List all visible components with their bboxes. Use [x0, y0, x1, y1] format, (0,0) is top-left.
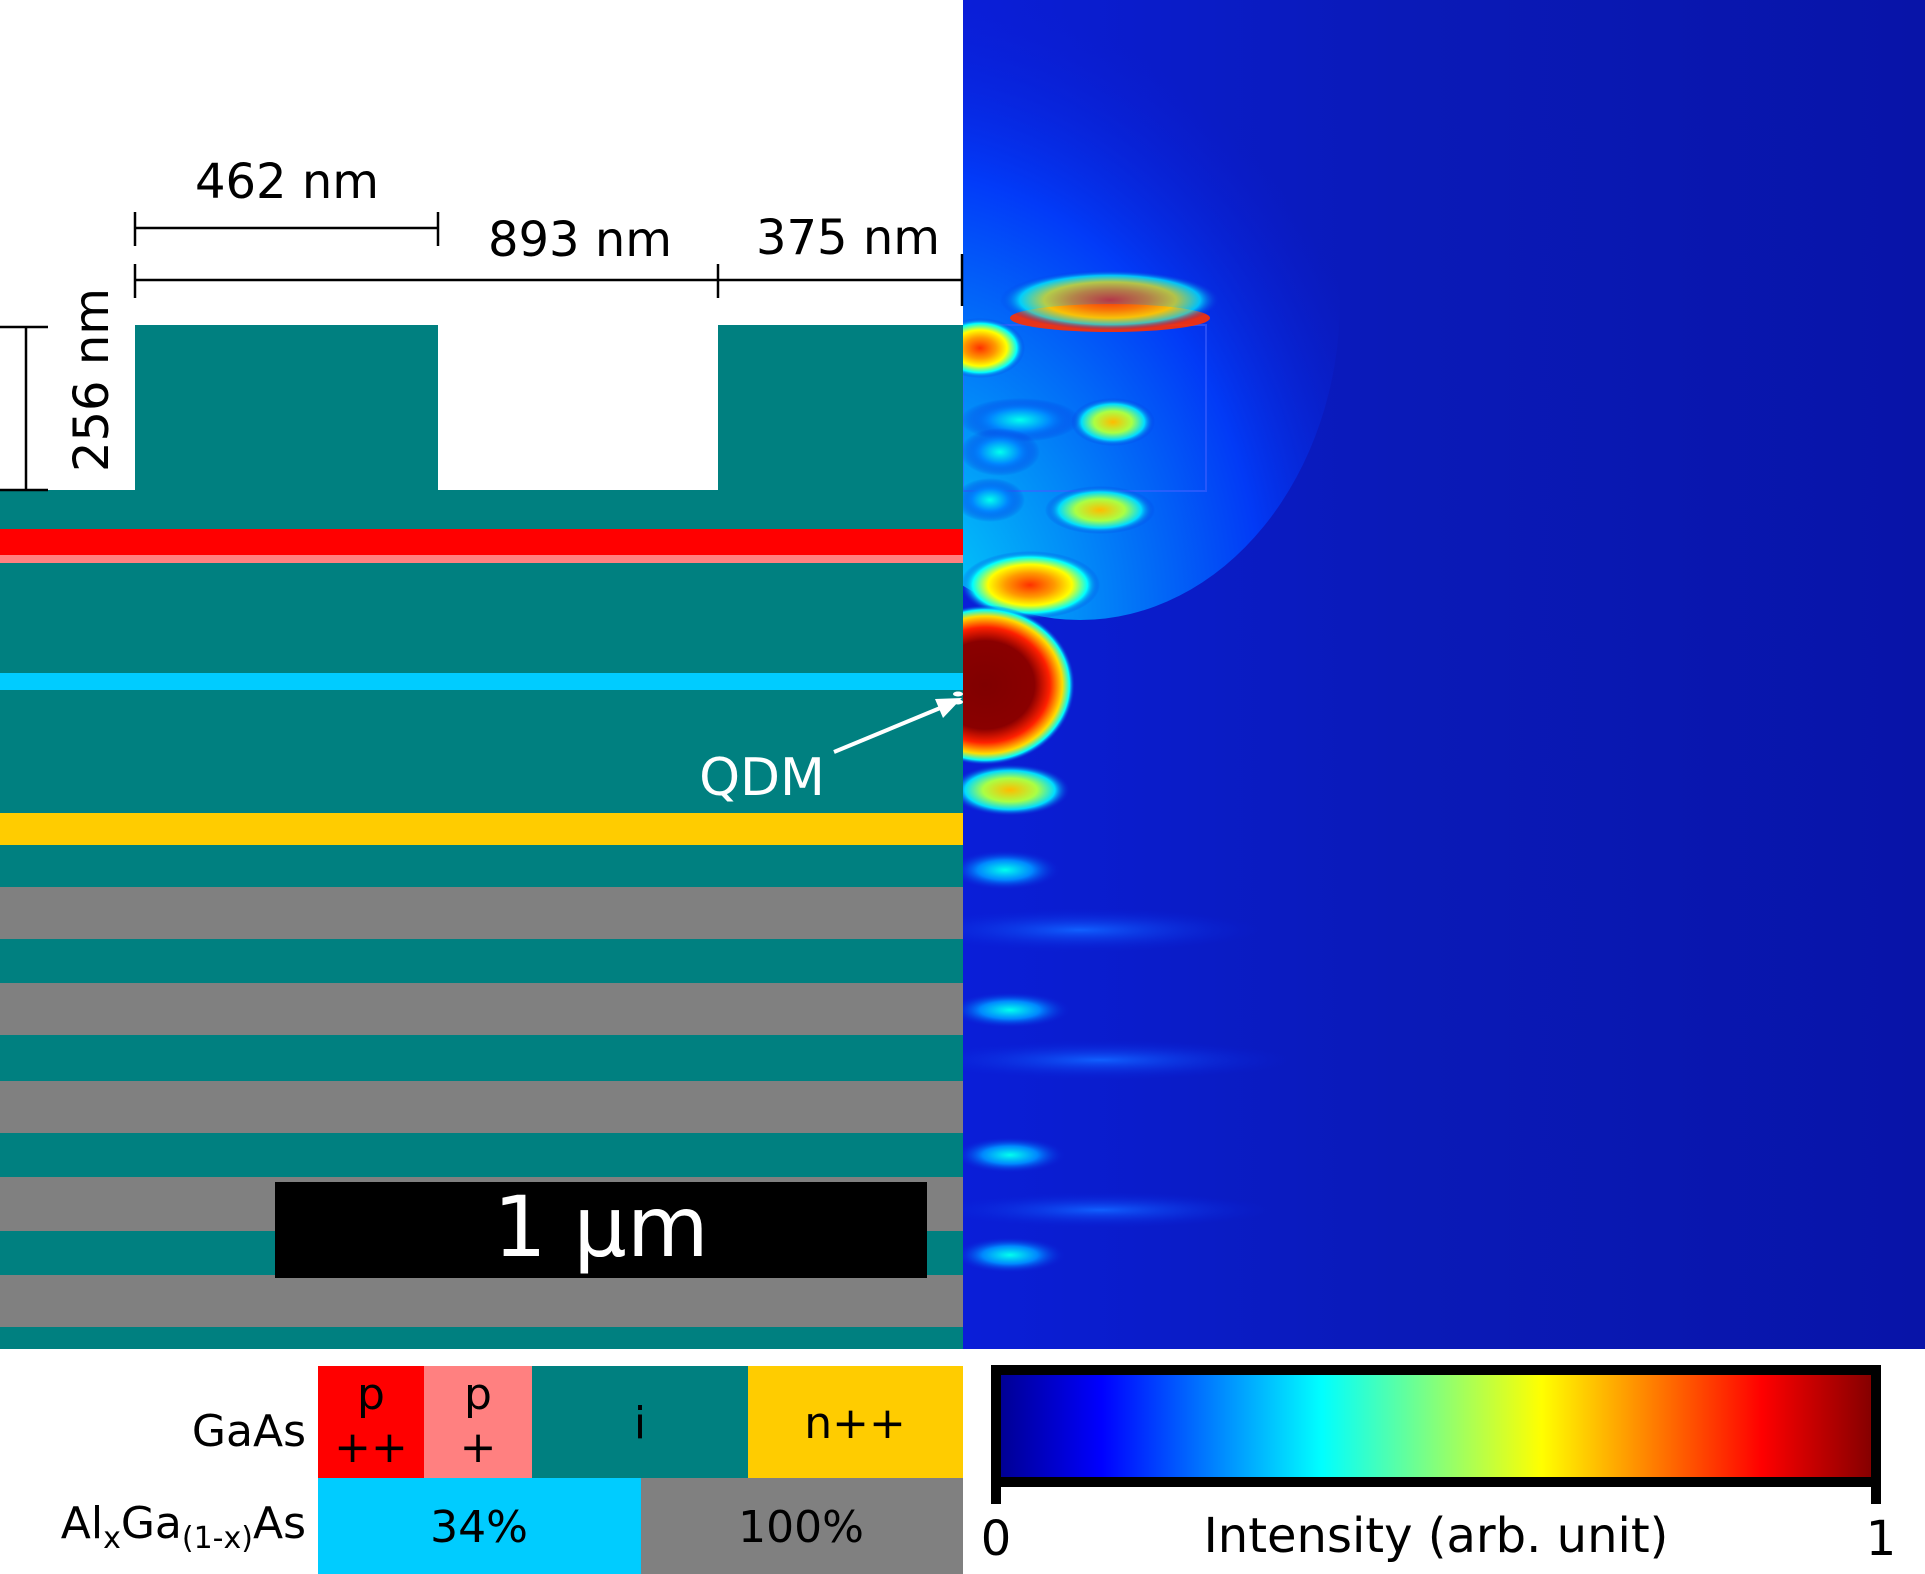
legend-cell-p-plus-plus: [318, 1366, 424, 1478]
layer-intrinsic-upper: [0, 563, 963, 673]
colorbar-max-label: 1: [1866, 1511, 1897, 1567]
legend-cell-p-plus-plus-line1: p: [357, 1369, 385, 1420]
qdm-dot-1: [953, 691, 963, 697]
layer-dbr-gaas-2: [0, 939, 963, 983]
layer-n-plus-plus: [0, 813, 963, 845]
dimension-annotations: [0, 212, 964, 492]
field-hotspot-qdm: [963, 605, 1075, 765]
layer-algaas-34-barrier: [0, 673, 963, 690]
qdm-arrow: [833, 698, 962, 754]
dim-edge-width: 375 nm: [756, 210, 940, 266]
legend-cell-algaas-100-label: 100%: [738, 1502, 864, 1553]
legend-cell-n-plus-plus-label: n++: [804, 1398, 906, 1449]
field-lobe-6: [963, 478, 1025, 522]
field-lobe-12: [963, 1040, 1290, 1080]
field-lobe-14: [963, 1237, 1065, 1273]
dim-depth: 256 nm: [64, 288, 120, 472]
layer-dbr-algaas-5: [0, 1275, 963, 1327]
field-lobe-11: [963, 992, 1070, 1028]
dim-top-width: 462 nm: [195, 154, 379, 210]
field-lobe-1: [963, 318, 1025, 378]
field-lobe-5: [1045, 486, 1155, 534]
layer-dbr-algaas-2: [0, 983, 963, 1035]
field-lobe-7: [963, 551, 1100, 619]
legend-cell-algaas-34-label: 34%: [430, 1502, 528, 1553]
field-lobe-15: [963, 1192, 1270, 1228]
colorbar-gradient: [991, 1365, 1881, 1487]
layer-intrinsic-top: [0, 490, 963, 530]
legend-cell-p-plus-line2: +: [460, 1422, 497, 1473]
legend-cell-n-plus-plus: [748, 1366, 963, 1478]
field-lobe-9: [963, 850, 1060, 890]
intensity-field-map: [963, 0, 1925, 1349]
legend-cell-algaas-34: [318, 1478, 641, 1574]
field-lobe-10: [963, 908, 1260, 952]
legend-cell-p-plus-plus-line2: ++: [334, 1422, 408, 1473]
layer-dbr-gaas-1: [0, 845, 963, 887]
material-legend: GaAs AlxGa(1-x)As p ++ p + i n++ 34% 100…: [61, 1366, 963, 1574]
field-lobe-4: [963, 428, 1040, 476]
legend-gaas-label: GaAs: [192, 1406, 306, 1457]
field-lobe-8: [963, 764, 1070, 816]
layer-dbr-algaas-3: [0, 1081, 963, 1133]
legend-algaas-label: AlxGa(1-x)As: [61, 1498, 306, 1556]
qdm-label: QDM: [699, 748, 825, 808]
layer-intrinsic-lower: [0, 690, 963, 813]
legend-cell-intrinsic-label: i: [634, 1398, 646, 1449]
colorbar-title: Intensity (arb. unit): [1204, 1508, 1669, 1564]
colorbar-min-label: 0: [981, 1511, 1012, 1567]
scale-bar: [275, 1182, 927, 1278]
field-top-hotline-glow: [1000, 270, 1220, 330]
field-lobe-13: [963, 1137, 1065, 1173]
mesa-left: [135, 325, 438, 491]
field-lobe-2: [1071, 398, 1155, 446]
colorbar: 0 1 Intensity (arb. unit): [981, 1365, 1897, 1567]
layer-dbr-gaas-3: [0, 1035, 963, 1081]
mesa-right: [718, 325, 963, 491]
dim-period: 893 nm: [488, 212, 672, 268]
legend-cell-p-plus: [424, 1366, 532, 1478]
layer-p-plus: [0, 555, 963, 564]
scale-bar-label: 1 µm: [493, 1178, 708, 1276]
layer-dbr-gaas-4: [0, 1133, 963, 1177]
layer-dbr-gaas-6: [0, 1327, 963, 1349]
legend-cell-algaas-100: [641, 1478, 963, 1574]
layer-p-plus-plus: [0, 529, 963, 555]
legend-cell-p-plus-line1: p: [464, 1369, 492, 1420]
layer-dbr-algaas-1: [0, 887, 963, 939]
legend-cell-intrinsic: [532, 1366, 748, 1478]
field-lobes: [963, 318, 1290, 1273]
